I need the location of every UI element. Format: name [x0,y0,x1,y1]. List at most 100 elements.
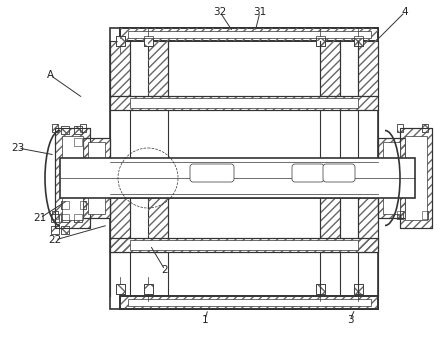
Bar [52,211,58,219]
Text: 21: 21 [33,213,47,223]
Bar [405,136,427,220]
Bar [378,138,405,218]
Bar [74,126,82,134]
Bar [316,36,325,46]
Bar [422,124,428,132]
Bar [110,189,378,198]
Bar [316,161,325,169]
Bar [354,284,363,294]
Text: 22: 22 [48,235,62,245]
Bar [116,161,125,169]
Bar [51,226,59,234]
Bar [116,36,125,46]
Bar [62,136,83,220]
Bar [358,41,378,96]
Bar [110,41,130,96]
Bar [80,201,86,209]
Bar [116,284,125,294]
Bar [55,128,90,228]
Bar [397,211,403,219]
Bar [130,240,358,250]
Bar [144,284,153,294]
Bar [397,124,403,132]
Text: 23: 23 [12,143,25,153]
Bar [116,161,125,169]
Text: 32: 32 [214,7,227,17]
Bar [74,126,82,134]
Bar [130,98,358,108]
Bar [51,214,59,222]
Bar [61,126,69,134]
Bar [144,284,153,294]
Text: A: A [47,70,54,80]
Bar [61,201,69,209]
Bar [400,128,432,228]
Bar [83,138,110,218]
Bar [80,124,86,132]
Bar [51,214,59,222]
Bar [316,284,325,294]
Bar [316,284,325,294]
Bar [148,41,168,96]
Bar [400,128,432,228]
Bar [316,36,325,46]
Bar [120,28,378,41]
Bar [51,214,59,222]
Bar [120,28,378,41]
Bar [110,238,378,252]
Bar [148,197,168,252]
Bar [397,211,403,219]
Bar [110,28,378,309]
Bar [422,124,428,132]
Bar [354,161,363,169]
Text: 31: 31 [253,7,267,17]
Bar [83,138,110,218]
Bar [116,36,125,46]
Bar [74,138,82,146]
Bar [120,296,378,309]
Bar [378,138,405,218]
Bar [397,124,403,132]
Bar [110,189,378,198]
Bar [397,211,403,219]
Bar [61,214,69,222]
Bar [354,36,363,46]
Bar [116,284,125,294]
Bar [422,211,428,219]
Bar [120,28,378,41]
Bar [55,128,90,228]
Bar [61,214,69,222]
Bar [61,126,69,134]
Bar [52,124,58,132]
Bar [400,128,432,228]
Bar [61,214,69,222]
Bar [80,124,86,132]
Bar [52,124,58,132]
Bar [148,41,168,96]
Bar [354,36,363,46]
Bar [83,138,110,218]
Bar [383,142,400,214]
Bar [61,226,69,234]
Bar [80,124,86,132]
Bar [354,284,363,294]
Bar [128,31,371,38]
Bar [110,158,378,167]
Bar [320,197,340,252]
Bar [74,126,82,134]
Bar [110,197,130,252]
Bar [422,211,428,219]
Bar [116,284,125,294]
Bar [316,284,325,294]
FancyBboxPatch shape [292,164,324,182]
FancyBboxPatch shape [323,164,355,182]
Bar [358,197,378,252]
Bar [51,226,59,234]
Bar [378,138,405,218]
Bar [61,201,69,209]
Bar [422,124,428,132]
Bar [80,201,86,209]
Bar [144,161,153,169]
Bar [144,161,153,169]
Bar [88,142,105,214]
